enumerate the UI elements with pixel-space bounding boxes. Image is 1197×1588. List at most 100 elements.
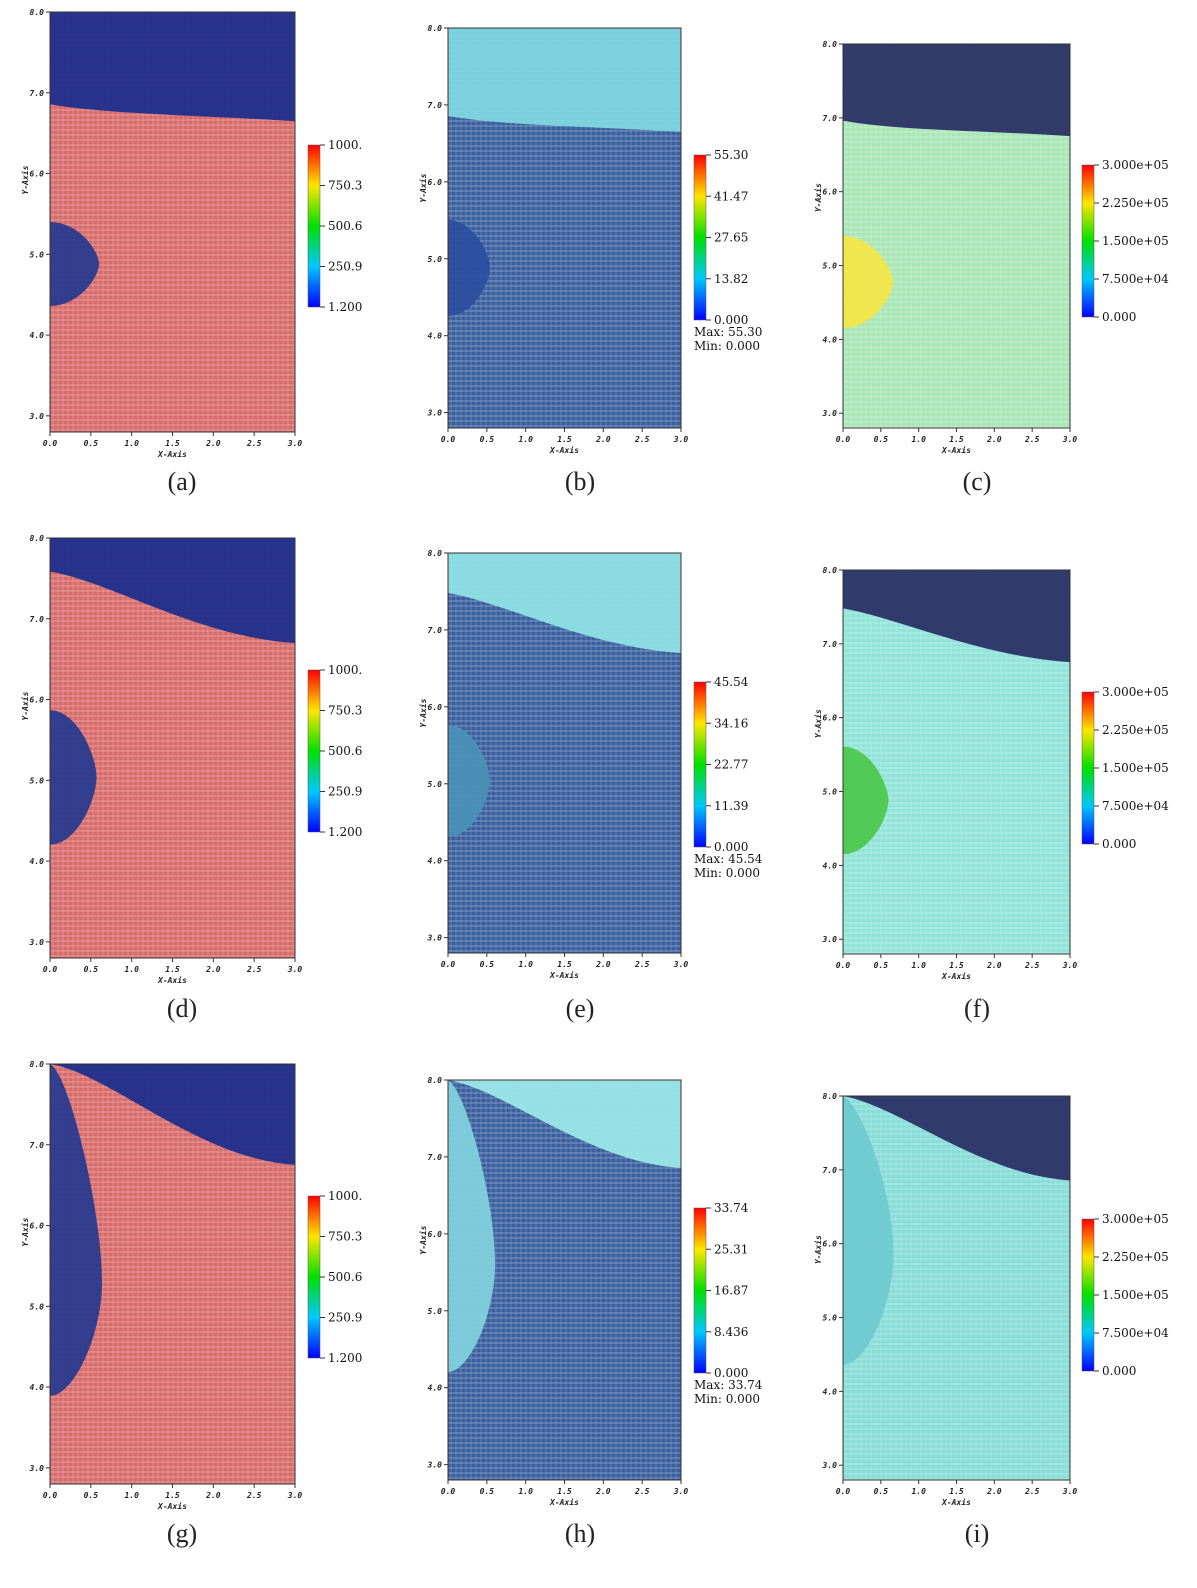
x-tick-label: 1.5 — [165, 965, 180, 974]
colorbar-tick-label: 0.000 — [1102, 1364, 1136, 1378]
bubble-region — [843, 1096, 894, 1365]
x-tick-label: 2.0 — [595, 435, 611, 444]
colorbar-tick-label: 7.500e+04 — [1102, 272, 1169, 286]
y-axis-title: Y-Axis — [813, 183, 823, 212]
x-tick-label: 0.0 — [43, 1491, 58, 1500]
x-tick-label: 2.5 — [634, 1487, 650, 1496]
x-tick-label: 2.0 — [595, 960, 611, 969]
upper-fluid-region — [448, 1080, 681, 1168]
panel-f: 0.0 0.5 1.0 1.5 2.0 2.5 3.0 3.0 4.0 5.0 6.0 7.0 8.0 X… — [813, 566, 1169, 981]
colorbar-tick-label: 2.250e+05 — [1102, 1250, 1169, 1264]
colorbar-gradient — [693, 681, 707, 848]
colorbar: 1000. 750.3 500.6 250.9 1.200 — [307, 138, 362, 314]
y-tick-label: 4.0 — [428, 857, 443, 866]
x-tick-label: 1.0 — [518, 435, 533, 444]
colorbar-tick-label: 750.3 — [328, 179, 362, 193]
upper-fluid-region — [50, 12, 295, 122]
bubble-region — [843, 236, 893, 329]
y-tick-label: 3.0 — [427, 934, 443, 943]
y-tick-label: 7.0 — [823, 640, 838, 649]
colorbar-tick-label: 250.9 — [328, 1311, 362, 1325]
x-tick-label: 2.5 — [1024, 1487, 1040, 1496]
y-tick-label: 5.0 — [823, 788, 838, 797]
x-tick-label: 0.0 — [43, 965, 58, 974]
colorbar-gradient — [693, 1207, 707, 1374]
bubble-region — [448, 725, 490, 837]
y-tick-label: 7.0 — [428, 626, 443, 635]
x-tick-label: 2.5 — [634, 960, 650, 969]
colorbar-gradient — [307, 144, 321, 308]
mesh-texture — [843, 570, 1070, 954]
x-tick-label: 1.0 — [911, 961, 926, 970]
colorbar-tick-label: 1.500e+05 — [1102, 234, 1169, 248]
colorbar-tick-label: 16.87 — [714, 1284, 748, 1298]
y-axis-title: Y-Axis — [20, 691, 30, 720]
colorbar-tick-label: 0.000 — [714, 1366, 748, 1380]
x-tick-label: 1.5 — [165, 439, 180, 448]
y-tick-label: 6.0 — [823, 1240, 838, 1249]
colorbar-tick-label: 34.16 — [714, 716, 748, 730]
y-tick-label: 5.0 — [30, 776, 45, 785]
y-axis-title: Y-Axis — [813, 1235, 823, 1264]
x-tick-label: 3.0 — [673, 1487, 689, 1496]
x-tick-label: 1.0 — [124, 965, 139, 974]
x-tick-label: 3.0 — [287, 439, 303, 448]
colorbar-tick-label: 500.6 — [328, 744, 362, 758]
bubble-region — [843, 746, 889, 855]
x-tick-label: 1.5 — [557, 1487, 572, 1496]
colorbar: 1000. 750.3 500.6 250.9 1.200 — [307, 1189, 362, 1365]
y-tick-label: 8.0 — [428, 24, 443, 33]
y-tick-label: 7.0 — [428, 1153, 443, 1162]
y-tick-label: 4.0 — [30, 1383, 45, 1392]
x-tick-label: 0.0 — [43, 439, 58, 448]
colorbar-gradient — [307, 1195, 321, 1359]
x-tick-label: 3.0 — [287, 965, 303, 974]
colorbar-tick-label: 45.54 — [714, 675, 749, 689]
colorbar-tick-label: 3.000e+05 — [1102, 685, 1169, 699]
x-tick-label: 1.5 — [949, 961, 964, 970]
colorbar-tick-label: 2.250e+05 — [1102, 196, 1169, 210]
colorbar-tick-label: 750.3 — [328, 704, 362, 718]
x-tick-label: 2.0 — [986, 1487, 1002, 1496]
x-axis-title: X-Axis — [549, 970, 579, 980]
colorbar-tick-label: 3.000e+05 — [1102, 1212, 1169, 1226]
x-tick-label: 2.5 — [246, 439, 262, 448]
upper-fluid-region — [50, 1064, 295, 1165]
x-tick-label: 2.5 — [1024, 435, 1040, 444]
y-tick-label: 8.0 — [428, 549, 443, 558]
y-axis-title: Y-Axis — [418, 698, 428, 727]
y-axis-title: Y-Axis — [418, 1225, 428, 1254]
x-tick-label: 1.0 — [518, 1487, 533, 1496]
x-axis-title: X-Axis — [549, 1497, 579, 1507]
colorbar-tick-label: 0.000 — [1102, 837, 1136, 851]
panel-label-i: (i) — [964, 1519, 990, 1548]
panel-g: 0.0 0.5 1.0 1.5 2.0 2.5 3.0 3.0 4.0 5.0 6.0 7.0 8.0 X… — [20, 1060, 362, 1511]
colorbar-tick-label: 250.9 — [328, 785, 362, 799]
bubble-region — [448, 1080, 496, 1372]
min-readout: Min: 0.000 — [694, 339, 760, 353]
panel-label-b: (b) — [564, 467, 596, 496]
y-axis-title: Y-Axis — [20, 165, 30, 194]
y-tick-label: 4.0 — [30, 857, 45, 866]
upper-fluid-region — [448, 553, 681, 653]
upper-fluid-region — [448, 28, 681, 132]
colorbar-gradient — [1081, 1218, 1095, 1372]
colorbar: 3.000e+05 2.250e+05 1.500e+05 7.500e+04 0.00… — [1081, 685, 1169, 851]
bubble-region — [50, 710, 97, 845]
x-tick-label: 1.5 — [949, 435, 964, 444]
panel-i: 0.0 0.5 1.0 1.5 2.0 2.5 3.0 3.0 4.0 5.0 6.0 7.0 8.0 X… — [813, 1092, 1169, 1507]
colorbar-tick-label: 13.82 — [714, 272, 748, 286]
y-tick-label: 4.0 — [428, 1384, 443, 1393]
y-tick-label: 4.0 — [823, 861, 838, 870]
x-tick-label: 1.0 — [911, 1487, 926, 1496]
panel-label-d: (d) — [166, 994, 198, 1023]
panel-e: 0.0 0.5 1.0 1.5 2.0 2.5 3.0 3.0 4.0 5.0 6.0 7.0 8.0 X… — [418, 549, 763, 980]
y-tick-label: 6.0 — [30, 1222, 45, 1231]
upper-fluid-region — [843, 1096, 1070, 1181]
y-tick-label: 4.0 — [823, 335, 838, 344]
y-tick-label: 3.0 — [29, 412, 45, 421]
panel-label-e: (e) — [565, 994, 595, 1023]
min-readout: Min: 0.000 — [694, 866, 760, 880]
